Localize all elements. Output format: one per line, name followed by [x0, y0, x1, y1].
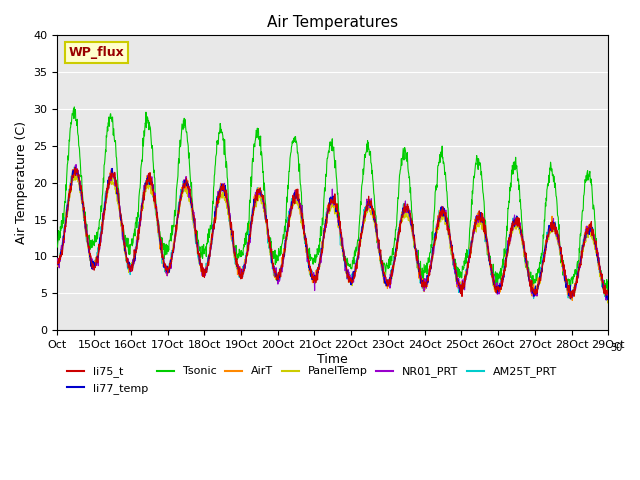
Text: WP_flux: WP_flux [68, 46, 124, 59]
X-axis label: Time: Time [317, 353, 348, 366]
Legend: li75_t, li77_temp, Tsonic, AirT, PanelTemp, NR01_PRT, AM25T_PRT: li75_t, li77_temp, Tsonic, AirT, PanelTe… [63, 362, 561, 398]
Y-axis label: Air Temperature (C): Air Temperature (C) [15, 121, 28, 244]
Title: Air Temperatures: Air Temperatures [268, 15, 398, 30]
Text: 30: 30 [610, 343, 622, 353]
